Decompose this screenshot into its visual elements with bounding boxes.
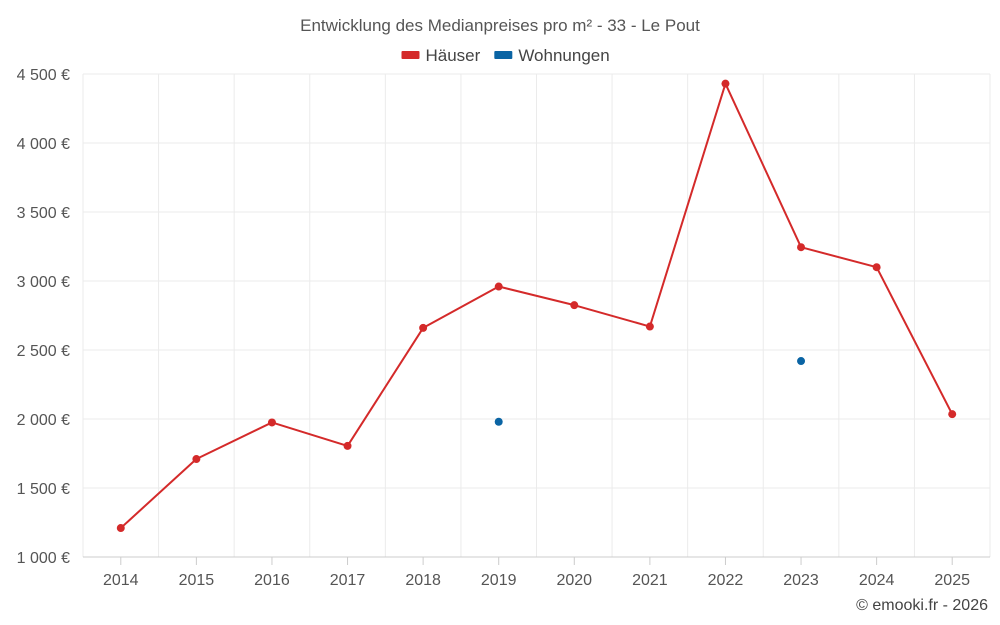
legend-item[interactable]: Wohnungen	[494, 46, 610, 65]
x-tick-label: 2019	[481, 572, 517, 589]
data-point[interactable]	[494, 417, 503, 426]
y-tick-label: 2 000 €	[17, 412, 70, 429]
data-point[interactable]	[192, 455, 201, 464]
data-point[interactable]	[343, 441, 352, 450]
y-tick-label: 4 500 €	[17, 67, 70, 84]
credit-text: © emooki.fr - 2026	[856, 597, 988, 614]
x-tick-label: 2025	[934, 572, 970, 589]
x-tick-label: 2024	[859, 572, 895, 589]
y-tick-label: 1 000 €	[17, 550, 70, 567]
y-tick-label: 1 500 €	[17, 481, 70, 498]
y-tick-label: 3 000 €	[17, 274, 70, 291]
data-point[interactable]	[872, 263, 881, 272]
data-point[interactable]	[797, 243, 806, 252]
data-point[interactable]	[570, 301, 579, 310]
data-point[interactable]	[267, 418, 276, 427]
series-1	[494, 357, 806, 426]
y-tick-label: 2 500 €	[17, 343, 70, 360]
x-tick-label: 2017	[330, 572, 366, 589]
series-0	[116, 79, 957, 533]
data-point[interactable]	[494, 282, 503, 291]
x-tick-label: 2020	[556, 572, 592, 589]
grid	[82, 73, 991, 557]
data-point[interactable]	[116, 524, 125, 533]
y-tick-label: 4 000 €	[17, 136, 70, 153]
data-point[interactable]	[948, 410, 957, 419]
data-point[interactable]	[721, 79, 730, 88]
legend-swatch	[401, 51, 420, 59]
x-tick-label: 2018	[405, 572, 441, 589]
data-point[interactable]	[645, 322, 654, 331]
legend-item[interactable]: Häuser	[401, 46, 481, 65]
x-tick-label: 2015	[179, 572, 215, 589]
x-tick-label: 2016	[254, 572, 290, 589]
y-tick-label: 3 500 €	[17, 205, 70, 222]
x-tick-label: 2023	[783, 572, 819, 589]
x-tick-label: 2021	[632, 572, 668, 589]
x-tick-label: 2022	[708, 572, 744, 589]
legend: Häuser Wohnungen	[401, 46, 610, 65]
data-point[interactable]	[419, 323, 428, 332]
data-point[interactable]	[797, 357, 806, 366]
series	[116, 79, 957, 533]
legend-label: Wohnungen	[518, 46, 609, 65]
series-line	[120, 82, 954, 529]
x-tick-label: 2014	[103, 572, 139, 589]
axes: 1 000 € 1 500 € 2 000 € 2 500 € 3 000 € 3 500…	[17, 67, 990, 589]
chart-title: Entwicklung des Medianpreises pro m² - 3…	[300, 16, 700, 35]
legend-label: Häuser	[426, 46, 481, 65]
legend-swatch	[494, 51, 513, 59]
